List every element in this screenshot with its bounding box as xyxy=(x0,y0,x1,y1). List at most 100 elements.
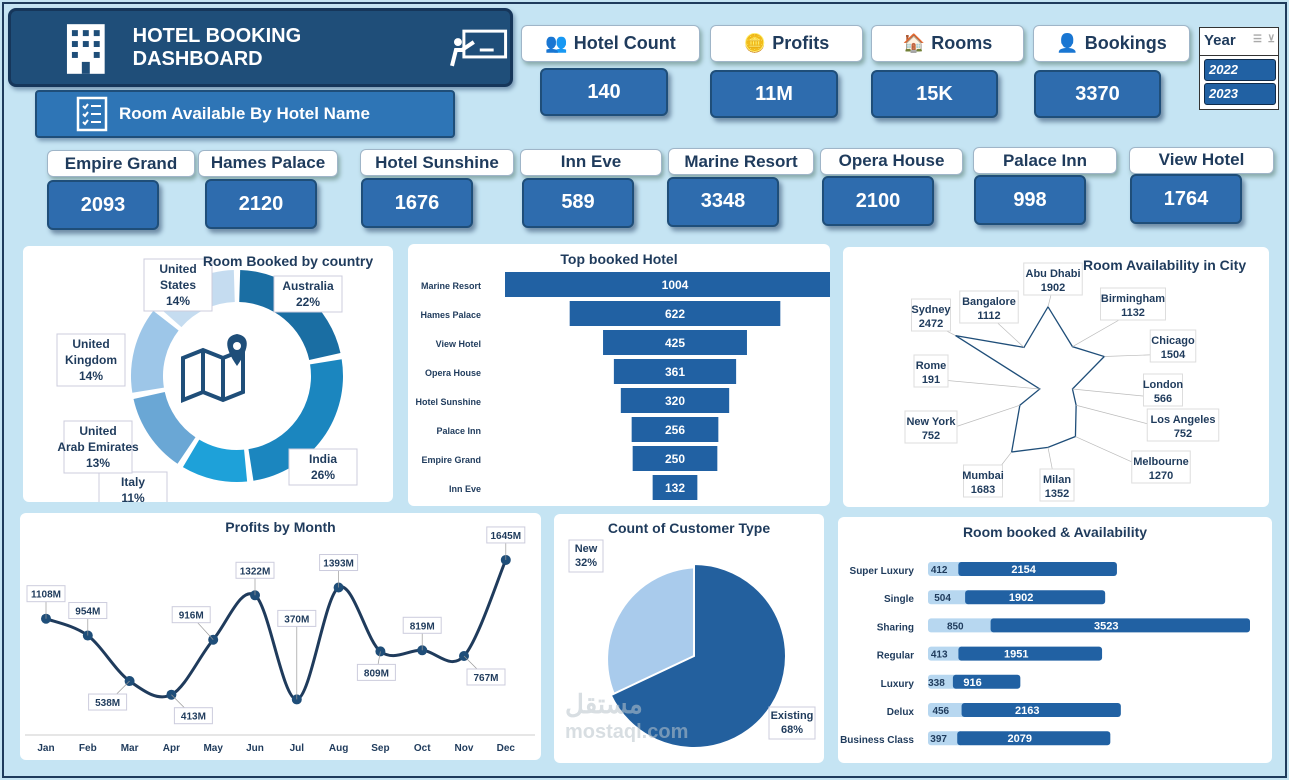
booked-bar xyxy=(957,731,1111,746)
label-box xyxy=(1143,373,1183,407)
hotel-card-label: Opera House xyxy=(820,147,963,175)
hotel-card-value: 2120 xyxy=(205,179,317,230)
category-label: Hames Palace xyxy=(420,310,481,320)
slicer-header: Year ☰ ⊻ xyxy=(1200,28,1278,56)
available-value: 413 xyxy=(931,650,948,661)
category-label: Arab Emirates xyxy=(57,440,139,454)
donut-label: Australia 22% xyxy=(273,275,343,313)
city-value: 1352 xyxy=(1045,488,1069,500)
category-label: New xyxy=(575,543,598,555)
category-label: Empire Grand xyxy=(421,455,481,465)
data-label: 1645M xyxy=(491,531,522,542)
people-chart-icon: 👥 xyxy=(545,33,568,53)
label-box xyxy=(1039,468,1075,502)
data-label: 916M xyxy=(179,611,204,622)
city-label: Melbourne 1270 xyxy=(1075,436,1191,484)
kpi-hotel-count-label: 👥 Hotel Count xyxy=(521,25,700,62)
month-label: Mar xyxy=(121,743,139,754)
booked-bar xyxy=(958,562,1117,576)
label-box xyxy=(88,693,128,711)
month-label: Sep xyxy=(371,743,389,754)
map-pin-icon xyxy=(181,347,245,403)
dashboard-title: HOTEL BOOKING DASHBOARD xyxy=(132,24,302,70)
available-bar xyxy=(928,562,965,576)
multi-select-icon[interactable]: ☰ xyxy=(1253,34,1262,45)
booked-value: 916 xyxy=(963,677,981,689)
label-box xyxy=(911,298,951,332)
hotel-card-label: Marine Resort xyxy=(668,148,814,175)
kpi-label: Bookings xyxy=(1084,33,1167,53)
donut-slice xyxy=(133,392,196,464)
slicer-option-2022[interactable]: 2022 xyxy=(1204,59,1276,81)
label-box xyxy=(466,668,506,686)
data-label: 413M xyxy=(181,712,206,723)
available-bar xyxy=(928,674,959,689)
city-value: 1112 xyxy=(977,310,1000,322)
booked-value: 2154 xyxy=(1011,564,1036,576)
hotel-card-label: View Hotel xyxy=(1129,146,1274,174)
city-label: Abu Dhabi 1902 xyxy=(1023,262,1083,307)
label-box xyxy=(288,448,358,486)
category-label: Kingdom xyxy=(65,353,117,367)
available-value: 412 xyxy=(931,565,948,576)
rooms-bar-chart: Super Luxury 412 2154 Single 504 1902 Sharing 8… xyxy=(840,562,1250,746)
booked-bar xyxy=(958,646,1103,661)
available-value: 504 xyxy=(934,593,951,604)
clear-filter-icon[interactable]: ⊻ xyxy=(1267,34,1275,45)
city-label: Milan 1352 xyxy=(1039,447,1075,502)
presentation-board-icon xyxy=(450,29,508,66)
kpi-label: Hotel Count xyxy=(573,33,676,53)
map-folds xyxy=(201,350,225,400)
category-label: India xyxy=(309,452,337,466)
month-label: Oct xyxy=(414,743,431,754)
hotel-card-value: 1676 xyxy=(361,178,473,229)
house-icon: 🏠 xyxy=(902,33,926,53)
profits-line-chart: 1108M Jan 954M Feb 538M Mar 413M Apr 916M May 1322… xyxy=(25,526,535,754)
bar-value: 622 xyxy=(665,307,685,321)
profits-panel: Profits by Month 1108M Jan 954M Feb 538M Mar 4… xyxy=(20,513,541,760)
bar-value: 361 xyxy=(665,365,685,379)
category-label: States xyxy=(160,278,196,292)
map-shape xyxy=(181,347,245,403)
customer-pie-chart: New 32% Existing 68% xyxy=(568,539,816,749)
city-radar-chart: Abu Dhabi 1902 Birmingham 1132 Chicago 1504 Lo… xyxy=(904,262,1220,502)
city-label: Rome 191 xyxy=(913,354,1040,390)
coins-icon: 🪙 xyxy=(743,33,767,53)
city-label: Bangalore 1112 xyxy=(959,290,1025,348)
city-label: Chicago 1504 xyxy=(1104,329,1197,363)
city-name: Birmingham xyxy=(1101,293,1165,305)
available-bar xyxy=(928,731,964,746)
bar-value: 1004 xyxy=(662,278,689,292)
category-label: Italy xyxy=(121,475,145,489)
year-slicer[interactable]: Year ☰ ⊻ 2022 2023 xyxy=(1199,27,1279,110)
city-radar-panel: Room Availability in City Abu Dhabi 1902 B… xyxy=(843,247,1269,507)
slicer-option-2023[interactable]: 2023 xyxy=(1204,83,1276,105)
category-label: Palace Inn xyxy=(436,426,481,436)
booked-bar xyxy=(961,703,1121,717)
donut-label: United Arab Emirates 13% xyxy=(57,420,139,474)
bar-value: 132 xyxy=(665,481,685,495)
label-box xyxy=(26,585,66,603)
city-value: 1270 xyxy=(1149,470,1173,482)
funnel-bar xyxy=(603,330,747,355)
kpi-bookings-value: 3370 xyxy=(1034,70,1161,118)
available-value: 397 xyxy=(930,734,947,745)
category-label: Existing xyxy=(771,710,814,722)
hotel-card-label: Hames Palace xyxy=(198,149,338,177)
funnel-bar xyxy=(652,475,698,500)
month-label: Dec xyxy=(497,743,516,754)
category-label: Inn Eve xyxy=(449,484,481,494)
category-label: Hotel Sunshine xyxy=(415,397,481,407)
bar-value: 320 xyxy=(665,394,685,408)
label-box xyxy=(568,539,604,573)
label-box xyxy=(143,258,213,312)
hotel-card-value: 3348 xyxy=(667,176,779,227)
city-name: New York xyxy=(906,416,956,428)
kpi-profits-value: 11M xyxy=(710,70,838,118)
donut-slice xyxy=(239,270,341,360)
funnel-bar xyxy=(631,417,719,442)
donut-slice xyxy=(248,359,343,481)
hotel-card-value: 998 xyxy=(974,175,1086,226)
available-value: 456 xyxy=(932,706,949,717)
